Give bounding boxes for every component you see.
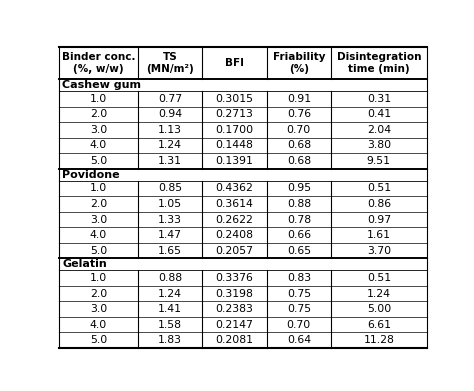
Text: 0.75: 0.75: [287, 289, 311, 299]
Text: 0.2713: 0.2713: [215, 109, 253, 119]
Text: 3.70: 3.70: [367, 246, 391, 256]
Text: 0.76: 0.76: [287, 109, 311, 119]
Text: 0.88: 0.88: [158, 273, 182, 283]
Text: 1.65: 1.65: [158, 246, 182, 256]
Text: 3.0: 3.0: [90, 304, 107, 314]
Text: 3.0: 3.0: [90, 215, 107, 224]
Text: Friability
(%): Friability (%): [273, 52, 325, 74]
Text: 0.66: 0.66: [287, 230, 311, 240]
Text: 3.80: 3.80: [367, 140, 391, 151]
Text: 0.51: 0.51: [367, 273, 391, 283]
Text: 0.97: 0.97: [367, 215, 391, 224]
Text: TS
(MN/m²): TS (MN/m²): [146, 52, 194, 74]
Text: 0.91: 0.91: [287, 94, 311, 104]
Text: 2.0: 2.0: [90, 199, 107, 209]
Text: 0.88: 0.88: [287, 199, 311, 209]
Text: 0.94: 0.94: [158, 109, 182, 119]
Text: 2.0: 2.0: [90, 289, 107, 299]
Text: 1.83: 1.83: [158, 335, 182, 345]
Text: 0.2383: 0.2383: [215, 304, 253, 314]
Text: 0.77: 0.77: [158, 94, 182, 104]
Text: 1.0: 1.0: [90, 273, 107, 283]
Text: 0.2057: 0.2057: [215, 246, 254, 256]
Text: 0.3614: 0.3614: [215, 199, 253, 209]
Text: 0.2408: 0.2408: [215, 230, 254, 240]
Text: 1.33: 1.33: [158, 215, 182, 224]
Text: 0.1448: 0.1448: [215, 140, 253, 151]
Text: 0.4362: 0.4362: [215, 183, 253, 194]
Text: 0.2081: 0.2081: [215, 335, 254, 345]
Text: 3.0: 3.0: [90, 125, 107, 135]
Text: 0.83: 0.83: [287, 273, 311, 283]
Text: 2.04: 2.04: [367, 125, 391, 135]
Text: 0.75: 0.75: [287, 304, 311, 314]
Text: 0.78: 0.78: [287, 215, 311, 224]
Text: 4.0: 4.0: [90, 230, 107, 240]
Text: 0.85: 0.85: [158, 183, 182, 194]
Text: 0.31: 0.31: [367, 94, 391, 104]
Text: 1.41: 1.41: [158, 304, 182, 314]
Text: 1.61: 1.61: [367, 230, 391, 240]
Text: 5.0: 5.0: [90, 156, 107, 166]
Text: 2.0: 2.0: [90, 109, 107, 119]
Text: 0.68: 0.68: [287, 140, 311, 151]
Text: 1.24: 1.24: [158, 289, 182, 299]
Text: 0.68: 0.68: [287, 156, 311, 166]
Text: 4.0: 4.0: [90, 140, 107, 151]
Text: 0.86: 0.86: [367, 199, 391, 209]
Text: 1.0: 1.0: [90, 183, 107, 194]
Text: 0.1391: 0.1391: [215, 156, 253, 166]
Text: 1.47: 1.47: [158, 230, 182, 240]
Text: 4.0: 4.0: [90, 320, 107, 330]
Text: 0.70: 0.70: [287, 320, 311, 330]
Text: 1.24: 1.24: [367, 289, 391, 299]
Text: Gelatin: Gelatin: [62, 259, 107, 269]
Text: 0.1700: 0.1700: [215, 125, 254, 135]
Text: 0.2147: 0.2147: [215, 320, 253, 330]
Text: Cashew gum: Cashew gum: [62, 80, 141, 90]
Text: 1.58: 1.58: [158, 320, 182, 330]
Text: 5.0: 5.0: [90, 246, 107, 256]
Text: 0.2622: 0.2622: [215, 215, 253, 224]
Text: 0.64: 0.64: [287, 335, 311, 345]
Text: 0.3198: 0.3198: [215, 289, 253, 299]
Text: BFI: BFI: [225, 58, 244, 68]
Text: Disintegration
time (min): Disintegration time (min): [337, 52, 421, 74]
Text: 1.05: 1.05: [158, 199, 182, 209]
Text: 5.0: 5.0: [90, 335, 107, 345]
Text: 0.51: 0.51: [367, 183, 391, 194]
Text: 11.28: 11.28: [364, 335, 394, 345]
Text: 5.00: 5.00: [367, 304, 391, 314]
Text: 0.65: 0.65: [287, 246, 311, 256]
Text: 1.31: 1.31: [158, 156, 182, 166]
Text: 0.70: 0.70: [287, 125, 311, 135]
Text: 9.51: 9.51: [367, 156, 391, 166]
Text: 1.24: 1.24: [158, 140, 182, 151]
Text: 0.3376: 0.3376: [215, 273, 253, 283]
Text: 0.3015: 0.3015: [215, 94, 254, 104]
Text: 1.0: 1.0: [90, 94, 107, 104]
Text: 0.41: 0.41: [367, 109, 391, 119]
Text: 1.13: 1.13: [158, 125, 182, 135]
Text: 0.95: 0.95: [287, 183, 311, 194]
Text: 6.61: 6.61: [367, 320, 391, 330]
Text: Binder conc.
(%, w/w): Binder conc. (%, w/w): [62, 52, 135, 74]
Text: Povidone: Povidone: [62, 170, 120, 180]
